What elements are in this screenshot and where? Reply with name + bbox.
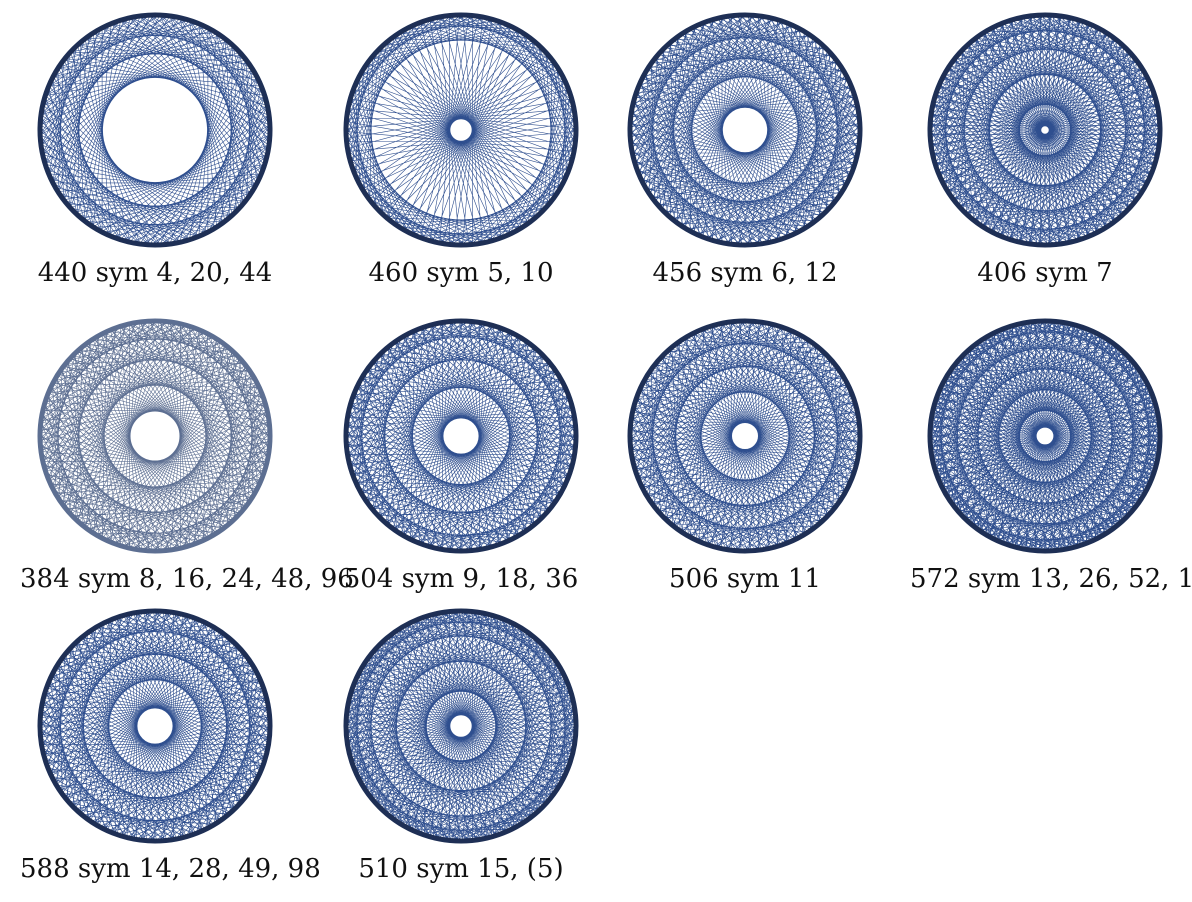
chord-family [345,610,577,842]
caption-510: 510 sym 15, (5) [358,854,564,884]
figure-456: 456 sym 6, 12 [610,10,880,300]
chord-family [39,610,271,842]
chord-family [929,14,1161,246]
string-art-504 [343,318,579,554]
figure-510: 510 sym 15, (5) [326,606,596,896]
figure-440: 440 sym 4, 20, 44 [20,10,290,300]
chord-family [629,14,861,246]
caption-504: 504 sym 9, 18, 36 [343,564,579,594]
outer-rim [627,318,863,554]
chord-family [39,14,271,246]
chord-family [629,320,861,552]
figure-504: 504 sym 9, 18, 36 [326,316,596,606]
figure-384: 384 sym 8, 16, 24, 48, 96 [20,316,354,606]
outer-rim [927,318,1163,554]
chord-family [929,14,1161,246]
outer-rim [343,318,579,554]
chord-family [345,320,577,552]
outer-rim [627,12,863,248]
chord-family [39,14,271,246]
string-art-440 [37,12,273,248]
chord-family [39,320,271,552]
figure-506: 506 sym 11 [610,316,880,606]
caption-460: 460 sym 5, 10 [368,258,554,288]
chord-family [629,320,861,552]
string-art-460 [343,12,579,248]
caption-506: 506 sym 11 [669,564,821,594]
outer-rim [927,12,1163,248]
outer-rim [37,608,273,844]
chord-family [929,320,1161,552]
chord-family [39,610,271,842]
center-hole [448,713,474,739]
center-hole [1039,124,1051,136]
center-hole [1035,426,1055,446]
chord-family [629,14,861,246]
center-hole [101,76,209,184]
caption-456: 456 sym 6, 12 [652,258,838,288]
caption-406: 406 sym 7 [977,258,1113,288]
center-hole [128,409,182,463]
outer-rim [343,12,579,248]
chord-family [929,320,1161,552]
string-art-406 [927,12,1163,248]
chord-family [929,320,1161,552]
outer-rim [37,318,273,554]
figure-588: 588 sym 14, 28, 49, 98 [20,606,321,896]
chord-family [629,320,861,552]
string-art-384 [37,318,273,554]
chord-family [345,610,577,842]
chord-family [929,320,1161,552]
chord-family [345,14,577,246]
string-art-506 [627,318,863,554]
outer-rim [37,12,273,248]
chord-family [39,320,271,552]
center-hole [448,117,474,143]
figure-460: 460 sym 5, 10 [326,10,596,300]
caption-384: 384 sym 8, 16, 24, 48, 96 [20,564,354,594]
string-art-510 [343,608,579,844]
chord-family [345,610,577,842]
caption-572: 572 sym 13, 26, 52, 143 [910,564,1192,594]
chord-family [929,320,1161,552]
chord-family [345,14,577,246]
center-hole [721,106,769,154]
figure-572: 572 sym 13, 26, 52, 143 [910,316,1192,606]
string-art-456 [627,12,863,248]
figure-406: 406 sym 7 [910,10,1180,300]
chord-family [929,14,1161,246]
chord-family [345,320,577,552]
chord-family [39,320,271,552]
center-hole [135,706,175,746]
string-art-588 [37,608,273,844]
chord-family [345,610,577,842]
caption-588: 588 sym 14, 28, 49, 98 [20,854,321,884]
chord-family [629,14,861,246]
chord-family [929,14,1161,246]
chord-family [39,610,271,842]
string-art-572 [927,318,1163,554]
chord-family [345,320,577,552]
center-hole [441,416,481,456]
caption-440: 440 sym 4, 20, 44 [37,258,273,288]
outer-rim [343,608,579,844]
center-hole [730,421,760,451]
